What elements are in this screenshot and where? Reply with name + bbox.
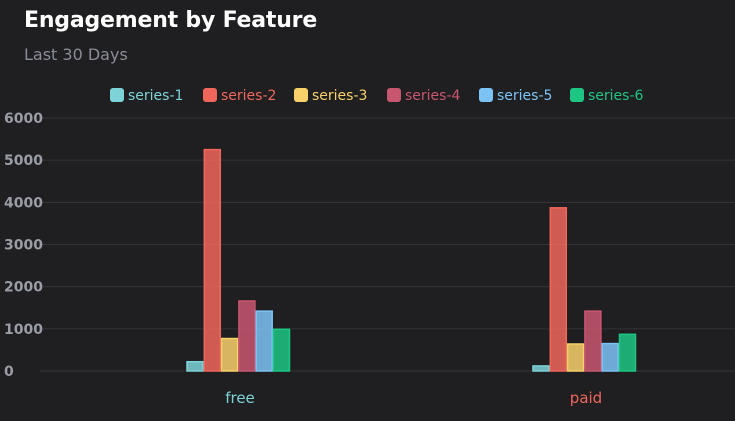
y-axis: 0 1000 2000 3000 4000 5000 6000	[4, 111, 43, 380]
legend-swatch	[110, 88, 124, 102]
y-tick-label: 1000	[4, 322, 43, 338]
legend-label: series-1	[128, 88, 183, 104]
legend-label: series-5	[497, 88, 552, 104]
bars	[186, 148, 637, 372]
x-tick-label: paid	[570, 389, 602, 407]
legend-label: series-3	[312, 88, 367, 104]
y-tick-label: 4000	[4, 195, 43, 211]
legend-label: series-2	[221, 88, 276, 104]
legend-swatch	[387, 88, 401, 102]
y-tick-label: 2000	[4, 280, 43, 296]
bar	[601, 342, 619, 372]
y-tick-label: 5000	[4, 153, 43, 169]
bar	[618, 333, 637, 372]
bar	[220, 337, 239, 372]
bar	[566, 343, 585, 372]
x-tick-label: free	[225, 389, 255, 407]
legend-label: series-6	[588, 88, 644, 104]
y-tick-label: 0	[4, 364, 14, 380]
legend-swatch	[203, 88, 217, 102]
bar	[186, 360, 204, 372]
bar	[203, 148, 222, 372]
y-tick-label: 6000	[4, 111, 43, 127]
x-axis: free paid	[225, 389, 602, 407]
legend: series-1 series-2 series-3 series-4 series-5…	[110, 88, 644, 104]
chart-subtitle: Last 30 Days	[24, 45, 128, 64]
y-tick-label: 3000	[4, 238, 43, 254]
legend-swatch	[570, 88, 584, 102]
legend-label: series-4	[405, 88, 461, 104]
legend-swatch	[479, 88, 493, 102]
legend-swatch	[294, 88, 308, 102]
bar	[238, 300, 256, 372]
bar	[549, 207, 568, 372]
grid	[40, 117, 735, 372]
bar	[255, 310, 273, 372]
chart-title: Engagement by Feature	[24, 8, 318, 33]
bar	[584, 310, 602, 372]
bar	[532, 365, 550, 372]
bar	[272, 328, 291, 372]
